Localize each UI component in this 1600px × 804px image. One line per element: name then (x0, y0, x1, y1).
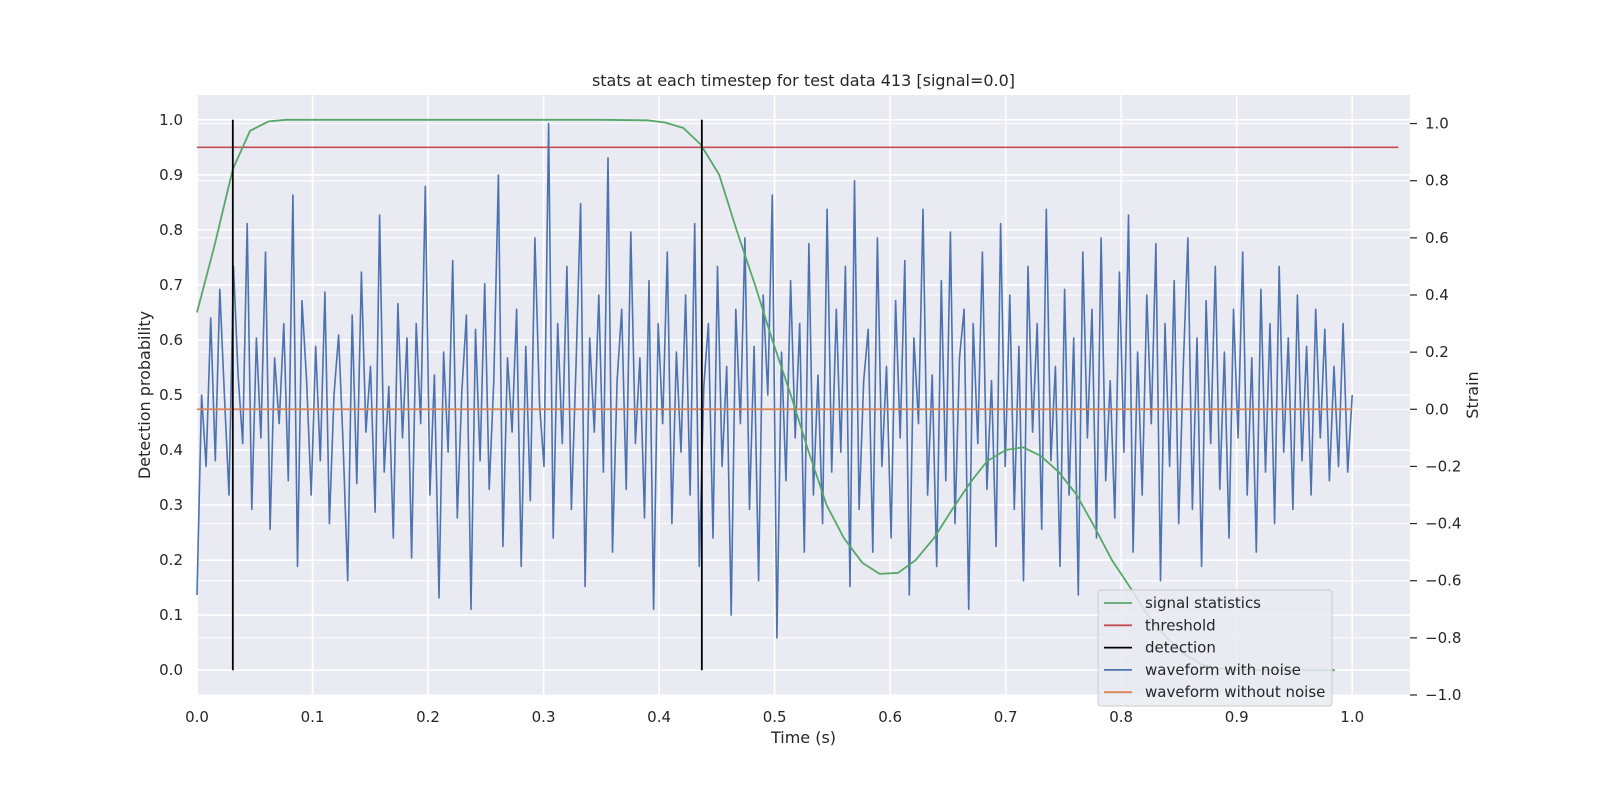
x-axis-label: Time (s) (770, 728, 836, 747)
y2-tick-labels: −1.0 −0.8 −0.6 −0.4 −0.2 0.0 0.2 0.4 0.6 0.8 1.0 (1410, 115, 1461, 704)
y-tick-labels: 0.0 0.1 0.2 0.3 0.4 0.5 0.6 0.7 0.8 0.9 1.0 (159, 111, 183, 679)
legend-label: waveform with noise (1145, 661, 1301, 679)
x-tick-label: 0.9 (1225, 708, 1249, 726)
y2-axis-label: Strain (1463, 371, 1482, 418)
x-tick-label: 1.0 (1340, 708, 1364, 726)
legend: signal statistics threshold detection wavef… (1097, 589, 1333, 707)
y-axis-label: Detection probability (135, 311, 154, 479)
legend-label: threshold (1145, 616, 1216, 634)
x-tick-label: 0.4 (647, 708, 671, 726)
y-tick-label: 0.3 (159, 496, 183, 514)
y-tick-label: 1.0 (159, 111, 183, 129)
y-tick-label: 0.9 (159, 166, 183, 184)
legend-entry: waveform with noise (1104, 661, 1301, 679)
y2-tick-label: −1.0 (1425, 686, 1461, 704)
x-tick-labels: 0.0 0.1 0.2 0.3 0.4 0.5 0.6 0.7 0.8 0.9 1.0 (185, 708, 1364, 726)
series-waveform-with-noise (196, 122, 1353, 639)
legend-box (1097, 589, 1333, 707)
x-tick-label: 0.0 (185, 708, 209, 726)
y2-tick-label: 0.0 (1425, 400, 1449, 418)
y2-tick-label: −0.6 (1425, 572, 1461, 590)
y-tick-label: 0.8 (159, 221, 183, 239)
x-tick-label: 0.7 (994, 708, 1018, 726)
x-tick-label: 0.3 (532, 708, 556, 726)
y-tick-label: 0.4 (159, 441, 183, 459)
x-tick-label: 0.2 (416, 708, 440, 726)
y-tick-label: 0.2 (159, 551, 183, 569)
y-tick-label: 0.1 (159, 606, 183, 624)
y2-tick-label: 0.4 (1425, 286, 1449, 304)
x-tick-label: 0.1 (301, 708, 325, 726)
y-tick-label: 0.5 (159, 386, 183, 404)
legend-label: signal statistics (1145, 594, 1261, 612)
y2-tick-label: 0.6 (1425, 229, 1449, 247)
y2-tick-label: −0.2 (1425, 457, 1461, 475)
legend-entry: signal statistics (1104, 594, 1261, 612)
chart-title: stats at each timestep for test data 413… (592, 71, 1015, 90)
x-tick-label: 0.5 (763, 708, 787, 726)
legend-entry: waveform without noise (1104, 683, 1325, 701)
legend-entry: threshold (1104, 616, 1216, 634)
y2-tick-label: −0.8 (1425, 629, 1461, 647)
x-tick-label: 0.8 (1109, 708, 1133, 726)
y2-tick-label: 0.2 (1425, 343, 1449, 361)
legend-label: detection (1145, 639, 1216, 657)
y2-tick-label: 1.0 (1425, 115, 1449, 133)
legend-label: waveform without noise (1145, 683, 1325, 701)
y2-tick-label: −0.4 (1425, 515, 1461, 533)
series-layer (196, 118, 1399, 672)
legend-entry: detection (1104, 639, 1216, 657)
y-tick-label: 0.6 (159, 331, 183, 349)
x-tick-label: 0.6 (878, 708, 902, 726)
y2-tick-label: 0.8 (1425, 172, 1449, 190)
y-tick-label: 0.7 (159, 276, 183, 294)
y-tick-label: 0.0 (159, 661, 183, 679)
